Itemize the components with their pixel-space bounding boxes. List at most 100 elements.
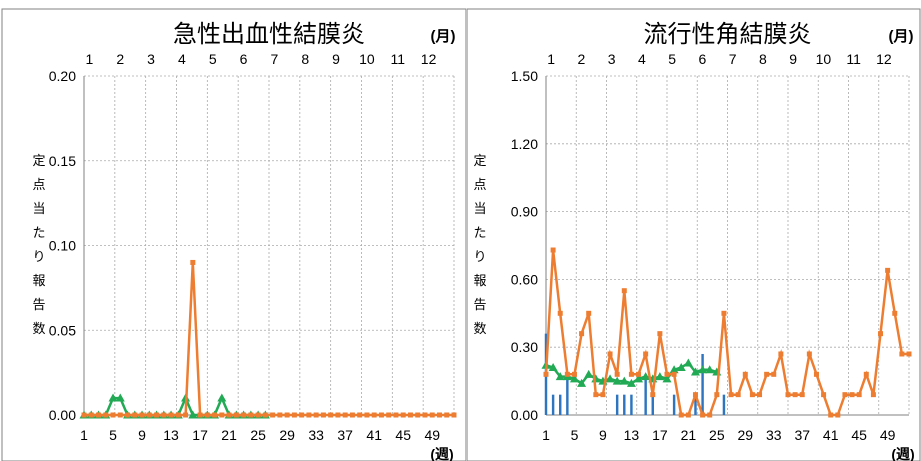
data-point-triangle: [641, 372, 651, 381]
data-point-square: [707, 412, 713, 418]
data-point-square: [863, 371, 869, 377]
month-tick-label: 10: [359, 51, 375, 67]
data-bar: [672, 394, 676, 415]
data-point-square: [444, 412, 450, 418]
data-point-square: [335, 412, 341, 418]
data-point-square: [842, 392, 848, 398]
data-point-square: [270, 412, 276, 418]
data-point-square: [828, 412, 834, 418]
y-axis-label-char: た: [32, 225, 45, 240]
month-tick-label: 5: [209, 51, 217, 67]
chart-acute-hemorrhagic-conjunctivitis: 急性出血性結膜炎 (月)1 2 3 4 5 6 7 8 9 10 11 120.000.050.100.…: [1, 8, 466, 461]
data-point-square: [197, 412, 203, 418]
y-tick-label: 0.60: [511, 271, 538, 287]
x-tick-label: 33: [308, 427, 324, 443]
y-axis-label-char: り: [32, 249, 45, 264]
data-point-square: [749, 392, 755, 398]
data-point-square: [735, 392, 741, 398]
x-tick-label: 17: [192, 427, 208, 443]
x-tick-label: 9: [599, 427, 607, 443]
data-point-square: [132, 412, 138, 418]
data-bar: [559, 394, 562, 415]
data-bar: [701, 353, 704, 415]
data-point-square: [248, 412, 254, 418]
y-tick-label: 0.05: [49, 322, 76, 338]
data-point-square: [835, 412, 841, 418]
data-bar: [651, 394, 654, 415]
x-tick-label: 5: [571, 427, 579, 443]
month-tick-label: 12: [876, 51, 892, 67]
month-tick-label: 8: [759, 51, 767, 67]
data-point-square: [364, 412, 370, 418]
data-point-square: [821, 392, 827, 398]
y-tick-label: 0.20: [49, 68, 76, 84]
data-point-square: [139, 412, 145, 418]
y-axis-label-char: 点: [473, 177, 486, 192]
y-axis-label-char: 告: [473, 297, 486, 312]
y-axis-label-char: 定: [473, 153, 486, 168]
data-point-square: [799, 392, 805, 398]
data-point-square: [728, 392, 734, 398]
data-point-square: [571, 371, 577, 377]
x-tick-label: 1: [80, 427, 88, 443]
y-axis-label-char: 点: [32, 177, 45, 192]
data-point-square: [96, 412, 102, 418]
data-point-triangle: [577, 378, 587, 387]
month-unit-label: (月): [431, 28, 456, 45]
data-point-square: [614, 371, 620, 377]
month-tick-label: 7: [271, 51, 279, 67]
data-point-square: [607, 351, 613, 357]
data-point-square: [892, 310, 898, 316]
data-point-square: [764, 371, 770, 377]
data-point-square: [190, 259, 196, 265]
data-point-square: [320, 412, 326, 418]
data-point-triangle: [584, 369, 594, 378]
y-tick-label: 1.50: [511, 68, 538, 84]
month-tick-label: 10: [816, 51, 832, 67]
x-tick-label: 5: [109, 427, 117, 443]
x-tick-label: 1: [542, 427, 550, 443]
data-point-square: [785, 392, 791, 398]
y-axis-label-char: た: [473, 225, 486, 240]
data-point-square: [393, 412, 399, 418]
data-bar: [630, 394, 633, 415]
data-point-square: [856, 392, 862, 398]
data-point-triangle: [108, 393, 118, 402]
data-point-square: [849, 392, 855, 398]
data-point-square: [664, 371, 670, 377]
x-tick-label: 33: [766, 427, 782, 443]
month-tick-label: 7: [729, 51, 737, 67]
data-point-square: [371, 412, 377, 418]
series-line: [84, 262, 454, 417]
data-point-square: [564, 371, 570, 377]
data-point-square: [175, 412, 181, 418]
data-point-square: [771, 371, 777, 377]
data-point-square: [657, 331, 663, 337]
data-point-triangle: [655, 372, 665, 381]
month-tick-label: 12: [421, 51, 437, 67]
data-point-square: [436, 412, 442, 418]
y-axis-label-char: 当: [473, 201, 486, 216]
data-point-square: [81, 412, 87, 418]
x-tick-label: 29: [279, 427, 295, 443]
data-point-square: [550, 247, 556, 253]
data-point-square: [579, 331, 585, 337]
data-point-square: [621, 288, 627, 294]
data-point-square: [161, 412, 167, 418]
y-tick-label: 0.15: [49, 153, 76, 169]
x-tick-label: 17: [652, 427, 668, 443]
month-tick-label: 9: [332, 51, 340, 67]
data-point-square: [233, 412, 239, 418]
data-point-square: [543, 371, 549, 377]
data-point-square: [255, 412, 261, 418]
data-point-square: [906, 351, 912, 357]
data-point-square: [226, 412, 232, 418]
x-tick-label: 41: [366, 427, 382, 443]
data-point-triangle: [634, 374, 644, 383]
data-bar: [644, 374, 647, 415]
data-point-triangle: [676, 363, 686, 372]
data-point-triangle: [605, 374, 615, 383]
x-tick-label: 13: [624, 427, 640, 443]
series-line: [544, 249, 909, 417]
y-tick-label: 0.30: [511, 339, 538, 355]
